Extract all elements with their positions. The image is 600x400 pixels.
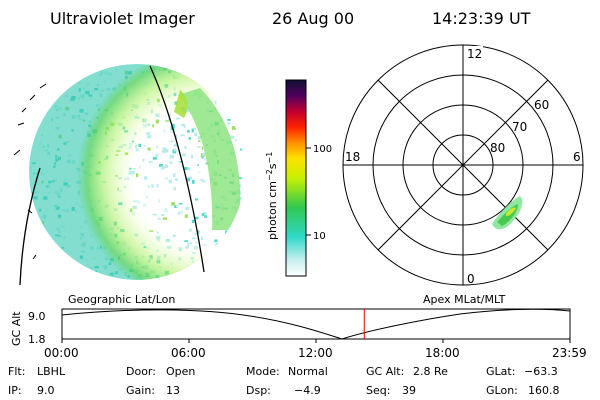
dsp-label: Dsp:: [246, 384, 271, 397]
bright-patch: [174, 90, 188, 118]
auroral-band: [178, 88, 241, 230]
glat-value: −63.3: [524, 365, 558, 378]
timeline-xtick-1800: 18:00: [425, 346, 460, 360]
altitude-curve: [61, 308, 571, 340]
timeline-xtick-1200: 12:00: [298, 346, 333, 360]
gc-alt-label: GC Alt:: [366, 365, 404, 378]
glon-value: 160.8: [528, 384, 560, 397]
timeline-xtick-0600: 06:00: [171, 346, 206, 360]
flt-value: LBHL: [37, 365, 66, 378]
glat-label: GLat:: [486, 365, 515, 378]
lat-label-60: 60: [534, 98, 549, 112]
altitude-timeline: GC Alt 9.0 1.8 00:00 06:00 12:00 18:00 2…: [10, 308, 587, 360]
date-label: 26 Aug 00: [272, 9, 354, 28]
lat-label-80: 80: [490, 141, 505, 155]
ip-label: IP:: [8, 384, 22, 397]
time-label: 14:23:39 UT: [432, 9, 531, 28]
mlt-label-18: 18: [345, 150, 360, 164]
colorbar: 100 10 photon cm−2s−1: [265, 79, 332, 277]
timeline-axis-label: GC Alt: [10, 311, 23, 346]
coastline-left: [19, 167, 41, 286]
flt-label: Flt:: [8, 365, 25, 378]
timeline-xtick-0000: 00:00: [44, 346, 79, 360]
mlt-label-12: 12: [467, 47, 482, 61]
gain-value: 13: [166, 384, 180, 397]
door-value: Open: [166, 365, 195, 378]
door-label: Door:: [126, 365, 156, 378]
timeline-ytick-min: 1.8: [28, 333, 46, 346]
polar-aurora-core: [506, 207, 516, 216]
polar-plot: 12 18 6 0 60 70 80: [342, 44, 584, 286]
colorbar-scale: [285, 79, 307, 277]
polar-diagonal-2: [377, 79, 549, 251]
coastline-fragments: [13, 83, 47, 260]
limb-glow: [29, 64, 245, 280]
timeline-frame: [61, 308, 571, 340]
ip-value: 9.0: [37, 384, 55, 397]
lat-label-70: 70: [512, 120, 527, 134]
gc-alt-value: 2.8 Re: [413, 365, 448, 378]
seq-value: 39: [402, 384, 416, 397]
gain-label: Gain:: [126, 384, 155, 397]
dsp-value: −4.9: [294, 384, 321, 397]
mode-label: Mode:: [246, 365, 280, 378]
colorbar-tick-10: 10: [313, 231, 326, 242]
geographic-panel-label: Geographic Lat/Lon: [68, 293, 175, 306]
seq-label: Seq:: [366, 384, 390, 397]
timeline-ytick-max: 9.0: [28, 310, 46, 323]
instrument-title: Ultraviolet Imager: [50, 9, 195, 28]
colorbar-unit-label: photon cm−2s−1: [265, 152, 279, 240]
glon-label: GLon:: [486, 384, 518, 397]
mode-value: Normal: [288, 365, 328, 378]
geographic-image: [13, 64, 245, 286]
speckle: [243, 186, 245, 190]
timeline-xtick-2359: 23:59: [552, 346, 587, 360]
colorbar-tick-100: 100: [313, 144, 332, 155]
mlt-label-0: 0: [467, 272, 475, 286]
terminator-line: [149, 65, 205, 273]
mlt-label-6: 6: [573, 150, 581, 164]
apex-panel-label: Apex MLat/MLT: [423, 293, 506, 306]
info-panel: Flt: LBHL IP: 9.0 Door: Open Gain: 13 Mo…: [8, 365, 560, 397]
